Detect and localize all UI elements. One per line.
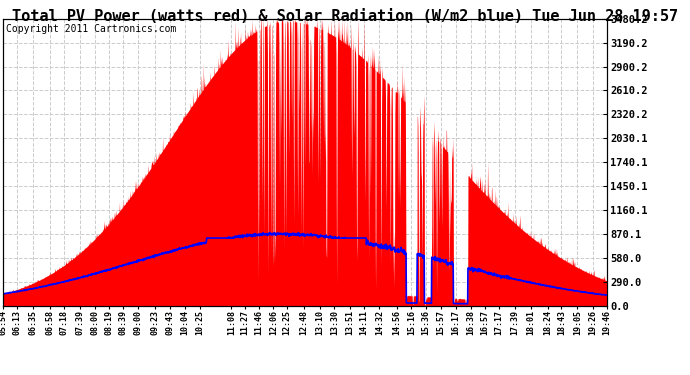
Text: Total PV Power (watts red) & Solar Radiation (W/m2 blue) Tue Jun 28 19:57: Total PV Power (watts red) & Solar Radia… [12, 9, 678, 24]
Text: Copyright 2011 Cartronics.com: Copyright 2011 Cartronics.com [6, 24, 177, 34]
